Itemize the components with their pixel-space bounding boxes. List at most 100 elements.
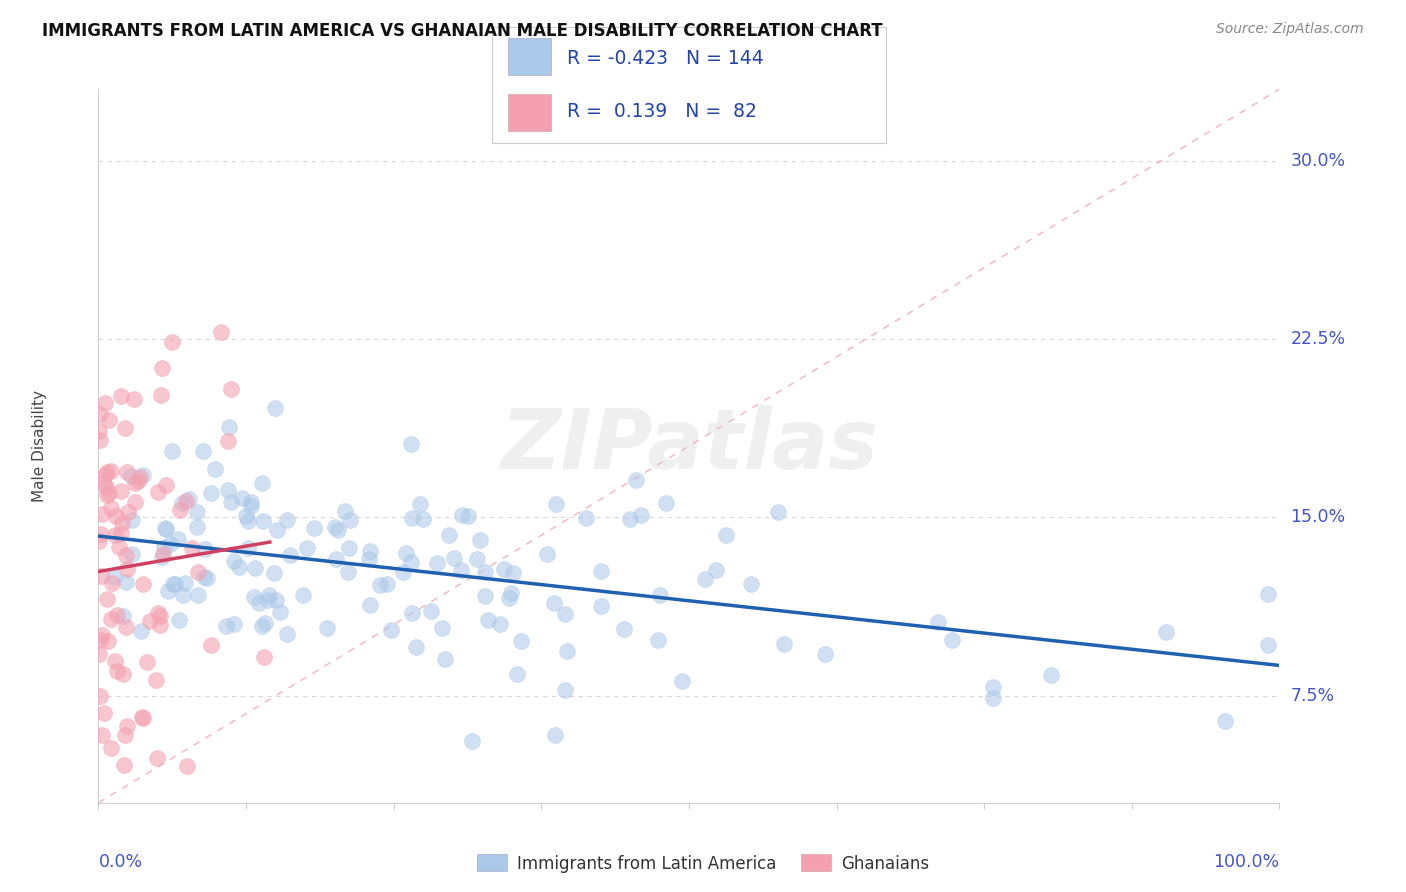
Point	[176, 759, 198, 773]
Point	[150, 361, 173, 376]
Point	[129, 470, 152, 484]
Point	[419, 604, 441, 618]
Point	[145, 673, 167, 688]
Point	[250, 476, 273, 491]
Point	[167, 532, 190, 546]
Point	[114, 421, 136, 435]
Point	[136, 655, 159, 669]
Point	[276, 627, 298, 641]
Point	[236, 541, 259, 555]
Point	[714, 528, 737, 542]
Point	[193, 541, 215, 556]
Point	[191, 444, 214, 458]
Point	[124, 475, 146, 490]
Text: IMMIGRANTS FROM LATIN AMERICA VS GHANAIAN MALE DISABILITY CORRELATION CHART: IMMIGRANTS FROM LATIN AMERICA VS GHANAIA…	[42, 22, 883, 40]
Point	[359, 599, 381, 613]
Point	[181, 541, 204, 555]
Point	[174, 576, 197, 591]
Point	[619, 512, 641, 526]
FancyBboxPatch shape	[508, 38, 551, 76]
Text: ZIPatlas: ZIPatlas	[501, 406, 877, 486]
Point	[814, 647, 837, 661]
Point	[149, 388, 172, 402]
Point	[250, 619, 273, 633]
Point	[219, 382, 242, 396]
Point	[399, 555, 422, 569]
Point	[253, 650, 276, 665]
Point	[155, 478, 177, 492]
Point	[115, 619, 138, 633]
Point	[648, 588, 671, 602]
Point	[87, 647, 110, 661]
Point	[231, 491, 253, 506]
Text: Male Disability: Male Disability	[32, 390, 46, 502]
Point	[437, 528, 460, 542]
Point	[557, 644, 579, 658]
Point	[179, 491, 201, 506]
Point	[325, 552, 347, 566]
Point	[87, 533, 110, 548]
Point	[163, 576, 186, 591]
Point	[326, 523, 349, 537]
Point	[107, 540, 129, 554]
Point	[247, 596, 270, 610]
Point	[450, 563, 472, 577]
Point	[591, 564, 613, 578]
Point	[302, 521, 325, 535]
Point	[263, 401, 285, 416]
Point	[155, 522, 177, 536]
Point	[187, 565, 209, 579]
Point	[114, 728, 136, 742]
Point	[498, 591, 520, 605]
Point	[217, 434, 239, 449]
Point	[93, 476, 115, 491]
Point	[1040, 667, 1063, 681]
Point	[149, 609, 172, 624]
Point	[90, 508, 112, 522]
Point	[399, 437, 422, 451]
Point	[323, 520, 346, 534]
Point	[412, 512, 434, 526]
Point	[160, 334, 183, 349]
Point	[252, 514, 274, 528]
Point	[200, 485, 222, 500]
Point	[243, 561, 266, 575]
Point	[263, 566, 285, 581]
Point	[218, 483, 240, 497]
Point	[1154, 624, 1177, 639]
Point	[150, 549, 173, 564]
Point	[169, 503, 191, 517]
Point	[97, 633, 120, 648]
Point	[337, 565, 360, 579]
Point	[704, 563, 727, 577]
Point	[401, 606, 423, 620]
Point	[392, 566, 415, 580]
Point	[536, 547, 558, 561]
Point	[132, 577, 155, 591]
Point	[554, 682, 576, 697]
Point	[359, 544, 381, 558]
Point	[159, 537, 181, 551]
Point	[100, 464, 122, 478]
Point	[1213, 714, 1236, 728]
Point	[295, 541, 318, 555]
Point	[465, 552, 488, 566]
Point	[460, 734, 482, 748]
Point	[186, 505, 208, 519]
Point	[222, 617, 245, 632]
Point	[110, 525, 132, 540]
Point	[148, 606, 170, 620]
Point	[100, 501, 122, 516]
Point	[104, 528, 127, 542]
Point	[339, 513, 361, 527]
Point	[647, 632, 669, 647]
Point	[405, 640, 427, 655]
Point	[981, 691, 1004, 706]
Point	[501, 586, 523, 600]
Point	[162, 443, 184, 458]
Point	[124, 392, 146, 406]
Point	[186, 519, 208, 533]
Point	[115, 718, 138, 732]
Point	[375, 577, 398, 591]
Point	[395, 546, 418, 560]
